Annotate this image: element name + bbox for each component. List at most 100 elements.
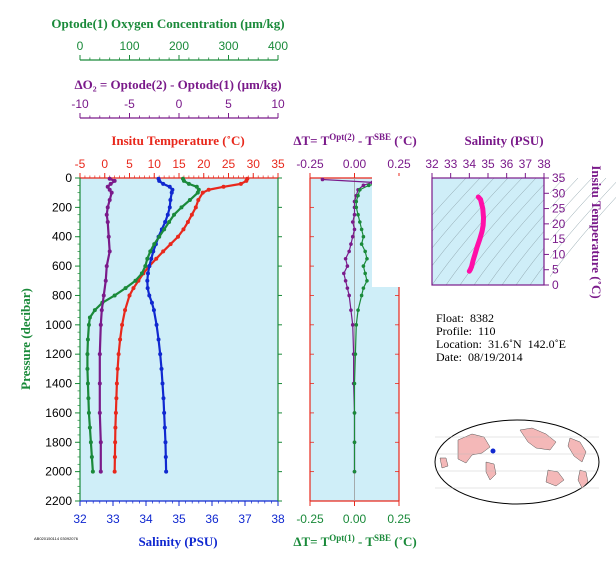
series-point xyxy=(152,242,157,247)
delta-t-point xyxy=(361,183,366,188)
date: Date: 08/19/2014 xyxy=(436,350,523,364)
series-point xyxy=(167,220,172,225)
temperature-tick-label: 30 xyxy=(247,157,261,171)
temperature-tick-label: 10 xyxy=(148,157,162,171)
series-point xyxy=(114,381,119,386)
oxygen-axis: 0 100 200 300 400 xyxy=(77,39,288,61)
delta-t-point xyxy=(350,234,355,239)
location: Location: 31.6˚N 142.0˚E xyxy=(436,337,566,351)
pressure-tick-label: 2200 xyxy=(45,494,72,508)
dox-axis-tick-label: 5 xyxy=(225,97,232,111)
delta-t-point xyxy=(361,234,366,239)
delta-t-point xyxy=(366,183,371,188)
series-point xyxy=(98,322,103,327)
series-point xyxy=(161,249,166,254)
series-point xyxy=(196,198,201,203)
series-point xyxy=(145,278,150,283)
world-map xyxy=(434,419,600,505)
series-point xyxy=(113,410,118,415)
delta-t-point xyxy=(358,220,362,224)
series-point xyxy=(165,212,170,217)
temperature-tick-label: 20 xyxy=(197,157,211,171)
series-point xyxy=(107,198,112,203)
series-point xyxy=(99,308,104,313)
series-point xyxy=(108,181,113,186)
series-point xyxy=(103,278,108,283)
salinity-tick-label: 35 xyxy=(172,512,186,526)
series-point xyxy=(107,176,112,181)
pressure-tick-label: 1800 xyxy=(45,435,72,449)
series-point xyxy=(118,337,123,342)
series-point xyxy=(148,249,153,254)
density-contour xyxy=(529,181,616,286)
ts-y-tick-label: 15 xyxy=(552,232,566,246)
series-point xyxy=(156,337,161,342)
series-point xyxy=(85,352,90,357)
profile-panel xyxy=(80,178,278,501)
delta-t-point xyxy=(347,249,351,254)
density-contour xyxy=(487,177,579,286)
series-point xyxy=(89,454,94,459)
series-point xyxy=(179,205,184,210)
series-point xyxy=(169,190,174,195)
dox-axis-tick-label: 0 xyxy=(176,97,183,111)
map-land xyxy=(439,427,589,489)
series-point xyxy=(185,220,190,225)
delta-t-point xyxy=(343,278,348,283)
oxy-axis-tick-label: 300 xyxy=(218,39,238,53)
delta-t-top-title: ΔT= TOpt(2) - TSBE (˚C) xyxy=(293,132,416,148)
dox-axis-tick-label: -5 xyxy=(124,97,135,111)
series-point xyxy=(105,205,110,210)
delta-t-point xyxy=(350,220,355,224)
series-point xyxy=(151,308,156,313)
series-point xyxy=(112,293,117,298)
series-point xyxy=(88,440,93,445)
dox-axis-tick-label: -10 xyxy=(71,97,89,111)
density-contour xyxy=(459,177,551,286)
delta-t-point xyxy=(354,199,359,204)
density-contour xyxy=(473,177,565,286)
ts-x-tick-label: 33 xyxy=(444,157,458,171)
series-point xyxy=(187,198,192,203)
series-point xyxy=(112,178,117,183)
series-point xyxy=(167,205,172,210)
delta-t-top-tick-label: -0.25 xyxy=(296,157,324,171)
delta-t-point xyxy=(352,381,357,386)
delta-t-point xyxy=(350,323,355,327)
delta-t-point xyxy=(345,286,350,290)
series-point xyxy=(189,212,194,217)
pressure-tick-label: 1200 xyxy=(45,347,72,361)
series-point xyxy=(154,256,159,261)
series-point xyxy=(168,242,173,247)
series-point xyxy=(168,198,173,203)
delta-t-point xyxy=(365,256,369,261)
series-point xyxy=(162,425,167,430)
series-point xyxy=(131,286,136,291)
density-contour xyxy=(543,196,616,286)
series-point xyxy=(105,184,110,189)
delta-t-point xyxy=(361,286,366,290)
series-point xyxy=(97,410,102,415)
pressure-tick-label: 1000 xyxy=(45,318,72,332)
temperature-tick-label: 15 xyxy=(172,157,186,171)
series-point xyxy=(149,300,154,305)
delta-t-point xyxy=(347,293,351,298)
series-point xyxy=(85,366,90,371)
delta-t-point xyxy=(352,440,357,445)
series-point xyxy=(87,425,92,430)
series-line xyxy=(86,178,200,472)
series-point xyxy=(112,454,117,459)
series-point xyxy=(86,396,91,401)
delta-t-point xyxy=(354,323,359,327)
salinity-tick-label: 33 xyxy=(106,512,120,526)
series-point xyxy=(186,181,191,186)
series-point xyxy=(113,425,118,430)
salinity-tick-label: 36 xyxy=(205,512,219,526)
salinity-tick-label: 32 xyxy=(73,512,87,526)
delta-t-point xyxy=(356,212,360,217)
series-point xyxy=(157,178,162,183)
map-ocean xyxy=(434,419,600,505)
